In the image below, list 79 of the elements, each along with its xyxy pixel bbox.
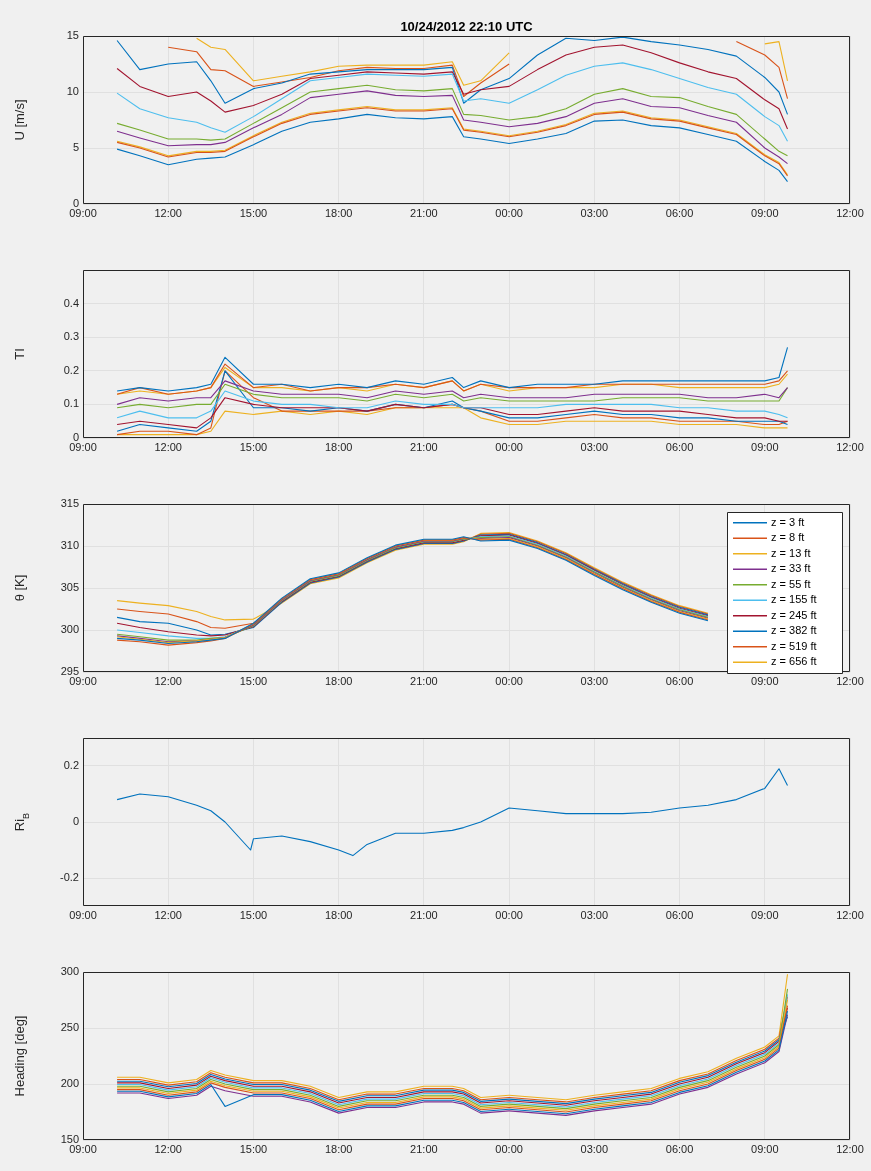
x-tick-label: 15:00 bbox=[239, 1142, 268, 1155]
y-tick-label: 250 bbox=[60, 1021, 79, 1034]
x-tick-label: 03:00 bbox=[580, 206, 609, 219]
x-tick-label: 00:00 bbox=[495, 440, 523, 453]
x-tick-label: 03:00 bbox=[580, 674, 609, 687]
y-tick-label: 300 bbox=[60, 623, 79, 636]
legend-label: z = 382 ft bbox=[771, 624, 817, 637]
y-tick-label: 0 bbox=[72, 815, 79, 828]
x-tick-label: 21:00 bbox=[410, 440, 438, 453]
x-tick-label: 21:00 bbox=[410, 674, 438, 687]
y-tick-label: -0.2 bbox=[60, 871, 79, 884]
legend-label: z = 656 ft bbox=[771, 655, 817, 668]
y-tick-label: 5 bbox=[72, 141, 79, 154]
y-tick-label: 200 bbox=[60, 1077, 79, 1090]
x-tick-label: 06:00 bbox=[665, 440, 694, 453]
y-tick-label: 310 bbox=[60, 539, 79, 552]
legend-label: z = 519 ft bbox=[771, 639, 817, 652]
x-tick-label: 03:00 bbox=[580, 1142, 609, 1155]
x-tick-label: 21:00 bbox=[410, 206, 438, 219]
chart-title: 10/24/2012 22:10 UTC bbox=[400, 19, 534, 34]
x-tick-label: 09:00 bbox=[751, 908, 779, 921]
x-tick-label: 18:00 bbox=[324, 674, 353, 687]
x-tick-label: 18:00 bbox=[324, 440, 353, 453]
x-tick-label: 00:00 bbox=[495, 1142, 523, 1155]
y-tick-label: 0.2 bbox=[63, 759, 79, 772]
x-tick-label: 09:00 bbox=[751, 674, 779, 687]
legend-label: z = 55 ft bbox=[771, 577, 811, 590]
x-tick-label: 15:00 bbox=[239, 674, 268, 687]
x-tick-label: 12:00 bbox=[836, 1142, 864, 1155]
x-tick-label: 00:00 bbox=[495, 674, 523, 687]
y-tick-label: 0.1 bbox=[63, 397, 79, 410]
y-tick-label: 300 bbox=[60, 965, 79, 978]
x-tick-label: 21:00 bbox=[410, 1142, 438, 1155]
y-tick-label: 0.4 bbox=[63, 296, 79, 309]
x-tick-label: 12:00 bbox=[836, 206, 864, 219]
legend-label: z = 245 ft bbox=[771, 608, 817, 621]
x-tick-label: 03:00 bbox=[580, 908, 609, 921]
legend-label: z = 3 ft bbox=[771, 515, 805, 528]
y-axis-title: Heading [deg] bbox=[12, 1015, 27, 1097]
legend-label: z = 155 ft bbox=[771, 593, 817, 606]
x-tick-label: 00:00 bbox=[495, 908, 523, 921]
x-tick-label: 12:00 bbox=[836, 674, 864, 687]
x-tick-label: 09:00 bbox=[69, 908, 97, 921]
x-tick-label: 12:00 bbox=[154, 440, 182, 453]
x-tick-label: 15:00 bbox=[239, 206, 268, 219]
x-tick-label: 12:00 bbox=[154, 206, 182, 219]
x-tick-label: 03:00 bbox=[580, 440, 609, 453]
x-tick-label: 09:00 bbox=[751, 206, 779, 219]
x-tick-label: 12:00 bbox=[154, 674, 182, 687]
legend-label: z = 13 ft bbox=[771, 546, 811, 559]
x-tick-label: 15:00 bbox=[239, 440, 268, 453]
y-tick-label: 315 bbox=[60, 497, 79, 510]
y-axis-title: RiB bbox=[12, 812, 31, 832]
x-tick-label: 09:00 bbox=[751, 1142, 779, 1155]
x-tick-label: 00:00 bbox=[495, 206, 523, 219]
legend-label: z = 33 ft bbox=[771, 562, 811, 575]
y-axis-title: U [m/s] bbox=[12, 99, 27, 141]
x-tick-label: 06:00 bbox=[665, 908, 694, 921]
x-tick-label: 18:00 bbox=[324, 908, 353, 921]
y-tick-label: 0.2 bbox=[63, 363, 79, 376]
x-tick-label: 12:00 bbox=[154, 908, 182, 921]
y-axis-title: θ [K] bbox=[12, 574, 27, 602]
x-tick-label: 15:00 bbox=[239, 908, 268, 921]
x-tick-label: 12:00 bbox=[154, 1142, 182, 1155]
x-tick-label: 21:00 bbox=[410, 908, 438, 921]
x-tick-label: 12:00 bbox=[836, 440, 864, 453]
y-tick-label: 15 bbox=[66, 29, 79, 42]
y-tick-label: 0.3 bbox=[63, 330, 79, 343]
x-tick-label: 09:00 bbox=[751, 440, 779, 453]
x-tick-label: 06:00 bbox=[665, 206, 694, 219]
legend-label: z = 8 ft bbox=[771, 531, 805, 544]
x-tick-label: 18:00 bbox=[324, 1142, 353, 1155]
y-axis-title: TI bbox=[12, 348, 27, 360]
x-tick-label: 06:00 bbox=[665, 674, 694, 687]
x-tick-label: 06:00 bbox=[665, 1142, 694, 1155]
x-tick-label: 18:00 bbox=[324, 206, 353, 219]
y-tick-label: 10 bbox=[66, 85, 79, 98]
x-tick-label: 12:00 bbox=[836, 908, 864, 921]
y-tick-label: 305 bbox=[60, 581, 79, 594]
